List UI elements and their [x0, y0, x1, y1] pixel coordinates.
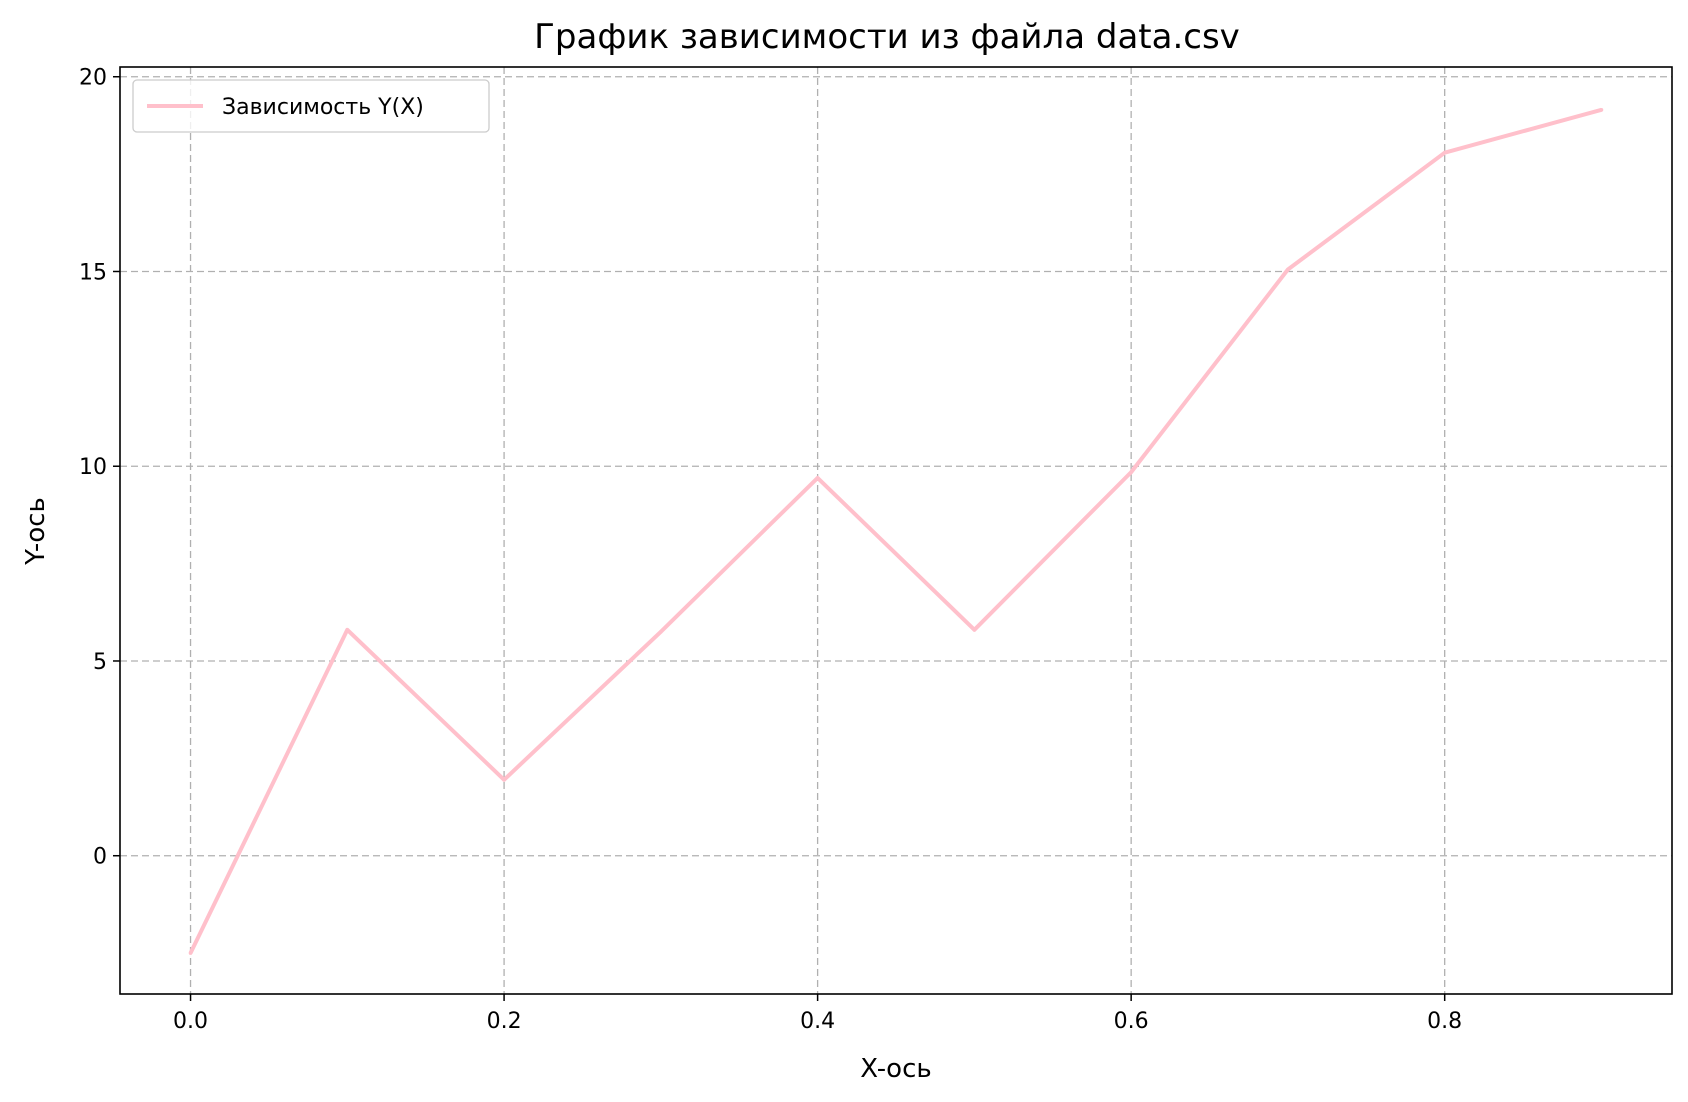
- x-tick-label: 0.0: [173, 1009, 208, 1034]
- data-point: [1442, 150, 1447, 155]
- series-line: [188, 107, 1603, 954]
- x-tick-label: 0.4: [800, 1009, 835, 1034]
- data-point: [659, 629, 663, 634]
- data-point: [1599, 108, 1604, 112]
- data-point: [1286, 267, 1290, 272]
- plot-area: [119, 66, 1673, 995]
- series-layer: [188, 107, 1604, 955]
- chart-title: График зависимости из файла data.csv: [534, 17, 1240, 57]
- grid: [120, 67, 1672, 994]
- x-tick-label: 0.8: [1427, 1009, 1462, 1034]
- y-tick-label: 15: [79, 260, 107, 285]
- y-tick-label: 20: [79, 66, 107, 91]
- x-axis-label: X-ось: [860, 1054, 931, 1084]
- data-point: [502, 777, 506, 782]
- axis-ticks: 0.0 0.2 0.4 0.6 0.8 0 5 10 15 20: [79, 66, 1462, 1034]
- y-tick-label: 0: [93, 845, 107, 870]
- data-point: [815, 476, 820, 480]
- legend-label: Зависимость Y(X): [222, 95, 424, 120]
- data-point: [1129, 470, 1133, 474]
- data-point: [188, 951, 193, 955]
- y-axis-label: Y-ось: [21, 497, 51, 566]
- x-tick-label: 0.2: [487, 1009, 522, 1034]
- y-tick-label: 5: [93, 650, 107, 675]
- y-tick-label: 10: [79, 455, 107, 480]
- x-tick-label: 0.6: [1114, 1009, 1149, 1034]
- data-point: [972, 628, 977, 632]
- legend-box: [132, 79, 490, 133]
- data-point: [345, 628, 350, 632]
- legend: Зависимость Y(X): [132, 79, 490, 133]
